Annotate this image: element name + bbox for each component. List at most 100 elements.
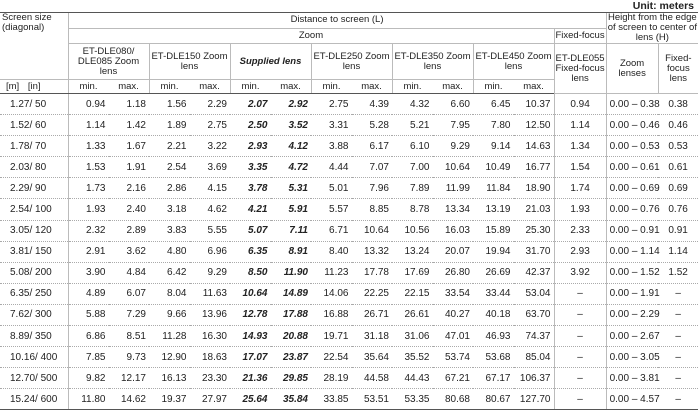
value-cell: 8.85	[351, 198, 392, 221]
value-cell: 25.64	[230, 388, 271, 411]
value-cell: 2.33	[553, 220, 607, 242]
lens-header: ET-DLE080/ DLE085 Zoom lens	[67, 43, 149, 80]
value-cell: 16.77	[513, 156, 554, 179]
value-cell: 14.93	[230, 325, 271, 348]
value-cell: 8.50	[230, 262, 271, 284]
table-row: 1.27/ 50 0.94 1.18 1.56 2.29 2.07 2.92 2.75 4.39…	[0, 93, 698, 116]
table-row: 1.78/ 70 1.33 1.67 2.21 3.22 2.93 4.12 3.88 6.17…	[0, 135, 698, 158]
value-cell: 33.85	[311, 388, 352, 411]
screen-size-cell: 12.70/ 500	[0, 367, 69, 390]
value-cell: 4.15	[189, 177, 230, 200]
value-cell: 0.94	[68, 93, 109, 116]
value-cell: –	[658, 367, 698, 390]
value-cell: 106.37	[513, 367, 554, 390]
value-cell: –	[553, 283, 607, 305]
value-cell: 11.84	[473, 177, 514, 200]
value-cell: 40.27	[432, 304, 473, 327]
value-cell: 6.10	[392, 135, 433, 158]
value-cell: 2.75	[311, 93, 352, 116]
value-cell: 3.35	[230, 156, 271, 179]
value-cell: 6.35	[230, 241, 271, 263]
value-cell: 20.07	[432, 241, 473, 263]
value-cell: 2.93	[553, 241, 607, 263]
value-cell: 2.21	[149, 135, 190, 158]
value-cell: 2.86	[149, 177, 190, 200]
value-cell: 17.69	[392, 262, 433, 284]
value-cell: 31.06	[392, 325, 433, 348]
min-header: min.	[310, 79, 352, 94]
value-cell: 17.88	[270, 304, 311, 327]
table-row: 1.52/ 60 1.14 1.42 1.89 2.75 2.50 3.52 3.31 5.28…	[0, 114, 698, 137]
value-cell: 0.46	[658, 114, 698, 137]
value-cell: 5.31	[270, 177, 311, 200]
value-cell: 63.70	[513, 304, 554, 327]
header-fixed: Fixed-focus	[553, 28, 607, 44]
value-cell: 6.45	[473, 93, 514, 116]
table-row: 15.24/ 600 11.80 14.62 19.37 27.97 25.64 35.84…	[0, 388, 698, 411]
table-row: 2.29/ 90 1.73 2.16 2.86 4.15 3.78 5.31 5.01 7.96…	[0, 177, 698, 200]
value-cell: 7.96	[351, 177, 392, 200]
value-cell: 1.91	[108, 156, 149, 179]
value-cell: 4.12	[270, 135, 311, 158]
value-cell: 31.18	[351, 325, 392, 348]
value-cell: –	[553, 388, 607, 411]
value-cell: 6.60	[432, 93, 473, 116]
value-cell: 2.32	[68, 220, 109, 242]
min-header: min.	[472, 79, 514, 94]
value-cell: 4.89	[68, 283, 109, 305]
value-cell: 6.42	[149, 262, 190, 284]
value-cell: 7.85	[68, 346, 109, 369]
lens-header: ET-DLE450 Zoom lens	[472, 43, 554, 80]
value-cell: 74.37	[513, 325, 554, 348]
value-cell: 14.06	[311, 283, 352, 305]
value-cell: 1.52	[658, 262, 698, 284]
value-cell: 5.55	[189, 220, 230, 242]
value-cell: 17.78	[351, 262, 392, 284]
value-cell: 13.34	[432, 198, 473, 221]
screen-size-cell: 8.89/ 350	[0, 325, 69, 348]
value-cell: 31.70	[513, 241, 554, 263]
value-cell: 26.61	[392, 304, 433, 327]
value-cell: 11.99	[432, 177, 473, 200]
value-cell: 19.71	[311, 325, 352, 348]
value-cell: 14.62	[108, 388, 149, 411]
value-cell: 4.80	[149, 241, 190, 263]
screen-size-cell: 1.52/ 60	[0, 114, 69, 137]
value-cell: 11.63	[189, 283, 230, 305]
value-cell: 23.87	[270, 346, 311, 369]
value-cell: 7.11	[270, 220, 311, 242]
table-row: 5.08/ 200 3.90 4.84 6.42 9.29 8.50 11.90 11.23 1…	[0, 262, 698, 284]
value-cell: 14.63	[513, 135, 554, 158]
screen-size-cell: 2.03/ 80	[0, 156, 69, 179]
value-cell: 0.53	[658, 135, 698, 158]
value-cell: –	[658, 388, 698, 411]
value-cell: 8.51	[108, 325, 149, 348]
screen-size-cell: 2.54/ 100	[0, 198, 69, 221]
value-cell: 5.07	[230, 220, 271, 242]
value-cell: 5.28	[351, 114, 392, 137]
value-cell: 6.96	[189, 241, 230, 263]
value-cell: 22.15	[392, 283, 433, 305]
header-height: Height from the edge of screen to center…	[605, 12, 698, 44]
value-cell: 0.00 – 0.76	[605, 198, 660, 221]
value-cell: 44.58	[351, 367, 392, 390]
value-cell: 6.07	[108, 283, 149, 305]
value-cell: 0.00 – 0.91	[605, 220, 660, 242]
screen-size-cell: 2.29/ 90	[0, 177, 69, 200]
value-cell: 3.69	[189, 156, 230, 179]
table-row: 12.70/ 500 9.82 12.17 16.13 23.30 21.36 29.85 2…	[0, 367, 698, 390]
value-cell: 2.29	[189, 93, 230, 116]
value-cell: –	[553, 367, 607, 390]
header-screen-size: Screen size (diagonal)	[0, 12, 68, 80]
value-cell: 0.91	[658, 220, 698, 242]
value-cell: 22.54	[311, 346, 352, 369]
value-cell: 10.37	[513, 93, 554, 116]
value-cell: 17.07	[230, 346, 271, 369]
value-cell: 1.18	[108, 93, 149, 116]
value-cell: 2.40	[108, 198, 149, 221]
value-cell: 1.14	[658, 241, 698, 263]
value-cell: 0.38	[658, 93, 698, 116]
value-cell: 42.37	[513, 262, 554, 284]
screen-size-cell: 1.78/ 70	[0, 135, 69, 158]
value-cell: 2.75	[189, 114, 230, 137]
